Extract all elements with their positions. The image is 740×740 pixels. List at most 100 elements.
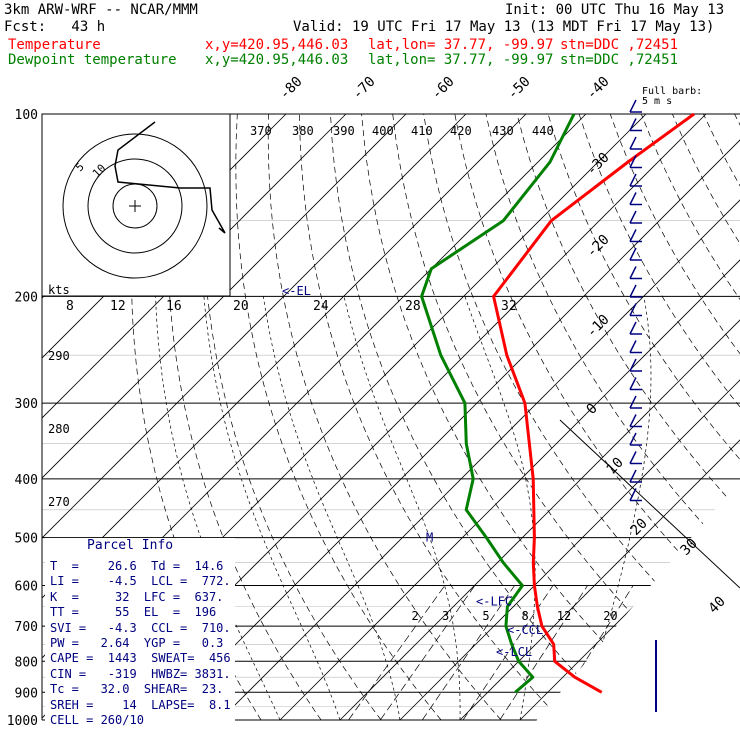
parcel-info-row: K = 32 LFC = 637. (50, 589, 224, 604)
dry-adiabat (235, 114, 442, 720)
hodo-speed-label: 8 (66, 299, 74, 314)
dewpoint-station: stn=DDC ,72451 (560, 52, 679, 68)
data-layer (420, 112, 695, 694)
wind-barb-staff (629, 414, 637, 427)
parcel-info-row: CAPE = 1443 SWEAT= 456 (50, 651, 231, 666)
parcel-marker-label: <-LFC (476, 594, 512, 608)
wind-barb-staff (629, 136, 637, 150)
dry-adiabat (201, 114, 382, 720)
dry-adiabat (267, 114, 502, 720)
parcel-info-row: CELL = 260/10 (50, 713, 144, 728)
isotherm-line (42, 114, 347, 419)
hodo-speed-label: 12 (110, 299, 126, 314)
valid-time: Valid: 19 UTC Fri 17 May 13 (13 MDT Fri … (293, 19, 715, 35)
parcel-info-panel: Parcel Info T = 26.6 Td = 14.6 LI = -4.5 … (45, 538, 235, 728)
isotherm-label: -70 (350, 74, 379, 103)
barb-legend: Full barb: (642, 86, 702, 97)
isotherm-line (459, 439, 740, 720)
wind-barb-staff (629, 284, 637, 298)
wind-barb-staff (629, 395, 637, 409)
wind-barb-staff (629, 488, 637, 501)
hodo-speed-label: 24 (313, 299, 329, 314)
mixing-ratio-label: 5 (482, 609, 489, 623)
hodo-speed-label: 32 (501, 299, 517, 314)
isotherm-label: 10 (604, 455, 627, 478)
parcel-marker-label: <-EL (282, 284, 311, 298)
mixing-ratio-line (422, 585, 515, 720)
isotherm-label: 20 (628, 516, 651, 539)
pressure-tick-label: 300 (15, 397, 38, 412)
isotherm-line (42, 114, 467, 539)
parcel-info-row: PW = 2.64 YGP = 0.3 (50, 636, 224, 651)
wind-barb-staff (629, 469, 637, 483)
mixing-ratio-label: 12 (557, 609, 571, 623)
pressure-tick-label: 200 (15, 290, 38, 305)
parcel-marker-label: M (426, 531, 433, 545)
isotherm-line (339, 319, 740, 720)
wetbulb-label: 270 (48, 495, 70, 509)
isotherm-label: -40 (584, 74, 613, 103)
temperature-station: stn=DDC ,72451 (560, 37, 679, 53)
dry-adiabat (330, 114, 622, 720)
wind-barb-staff (629, 173, 637, 187)
parcel-info-row: Tc = 32.0 SHEAR= 23. (50, 682, 224, 697)
isotherm-label: -60 (429, 74, 458, 103)
model-title: 3km ARW-WRF -- NCAR/MMM (4, 2, 198, 18)
wind-barb-staff (629, 247, 637, 261)
grid-layer (41, 113, 740, 740)
isotherm-line (42, 114, 407, 479)
temperature-latlon: lat,lon= 37.77, -99.97 (368, 37, 554, 53)
hodo-speed-label: 28 (405, 299, 421, 314)
parcel-marker-label: <-CCL (507, 623, 543, 637)
mixing-ratio-label: 20 (603, 609, 617, 623)
wind-barb-staff (629, 340, 637, 353)
wind-barbs (629, 99, 657, 712)
parcel-info-row: LI = -4.5 LCL = 772. (50, 574, 231, 589)
wetbulb-label: 280 (48, 422, 70, 436)
isotherm-label: -20 (584, 232, 613, 261)
parcel-info-row: CIN = -319 HWBZ= 3831. (50, 666, 231, 681)
parcel-info-row: TT = 55 EL = 196 (50, 605, 217, 620)
theta-label: 430 (492, 124, 514, 138)
parcel-marker-label: <-LCL (496, 645, 532, 659)
wind-barb-staff (629, 451, 637, 464)
wind-barb-staff (629, 266, 637, 279)
isotherm-line (42, 114, 527, 599)
theta-label: 400 (372, 124, 394, 138)
init-time: Init: 00 UTC Thu 16 May 13 (505, 2, 725, 18)
mixing-ratio-label: 3 (442, 609, 449, 623)
wind-barb-staff (629, 377, 637, 390)
temperature-legend: Temperature (8, 37, 101, 53)
theta-label: 390 (333, 124, 355, 138)
theta-label: 420 (450, 124, 472, 138)
temperature-xy: x,y=420.95,446.03 (205, 37, 349, 53)
dewpoint-latlon: lat,lon= 37.77, -99.97 (368, 52, 554, 68)
wetbulb-label: 290 (48, 349, 70, 363)
wind-barb-staff (629, 192, 637, 205)
wind-barb-staff (629, 432, 637, 446)
isotherm-label: -80 (277, 74, 306, 103)
mixing-ratio-label: 8 (522, 609, 529, 623)
wind-barb-staff (629, 358, 637, 372)
parcel-info-title: Parcel Info (87, 538, 174, 553)
hodo-speed-label: 20 (233, 299, 249, 314)
isotherm-line (159, 139, 740, 720)
dry-adiabat (299, 114, 562, 720)
barb-legend: 5 m s (642, 96, 672, 107)
theta-label: 380 (292, 124, 314, 138)
isotherm-line (219, 199, 740, 720)
isotherm-label: -10 (584, 312, 613, 341)
corner-mask (520, 480, 740, 740)
corner-edge (559, 419, 740, 589)
mixing-ratio-line (348, 585, 445, 720)
pressure-tick-label: 500 (15, 532, 38, 547)
theta-label: 410 (411, 124, 433, 138)
dewpoint-legend: Dewpoint temperature (8, 52, 177, 68)
hodograph-trace (114, 121, 226, 234)
mixing-ratio-line (380, 585, 476, 720)
hodo-box (41, 113, 231, 297)
wind-barb-staff (629, 99, 637, 113)
isotherm-line (519, 499, 740, 720)
wind-barb-staff (629, 118, 637, 131)
mixing-ratio-label: 2 (411, 609, 418, 623)
